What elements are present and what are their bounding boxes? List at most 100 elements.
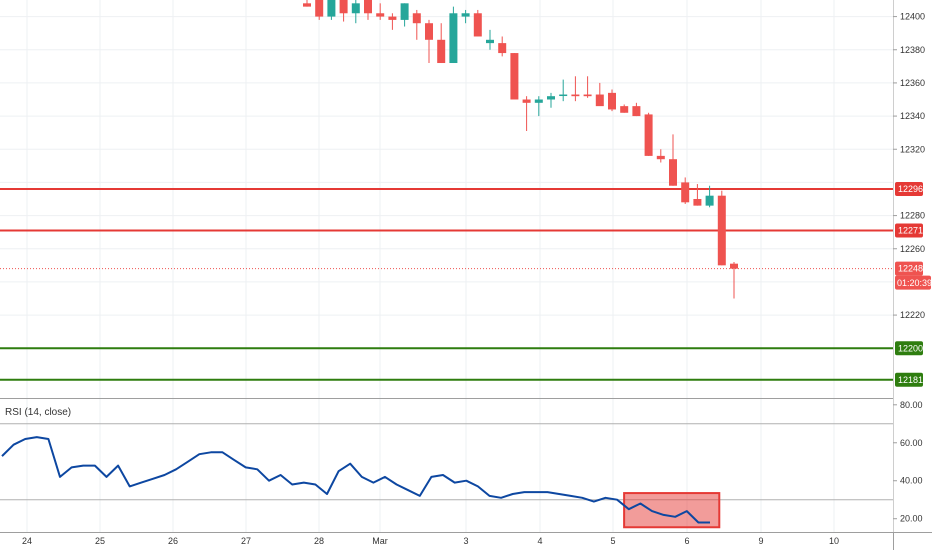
candle-body [351, 3, 360, 14]
candle-down [571, 76, 580, 102]
candle-body [461, 13, 470, 17]
countdown-badge-bg [895, 275, 931, 290]
rsi-line [1, 436, 710, 524]
candle-down [522, 96, 531, 132]
candle-body [547, 96, 555, 100]
candle-down [437, 23, 446, 64]
price-tick-label: 12380 [900, 45, 925, 55]
level-price-badge: 12296 [895, 182, 923, 197]
candle-body [583, 94, 592, 97]
rsi-title: RSI (14, close) [5, 407, 71, 418]
candle-body [595, 94, 604, 107]
candle-body [425, 23, 433, 40]
candle-body [693, 199, 702, 206]
badge-text: 12200 [898, 343, 923, 353]
candle-body [571, 94, 580, 97]
time-axis[interactable]: 24 25 26 27 28 Mar 3 4 5 6 9 10 [22, 536, 839, 546]
candle-body [315, 0, 324, 17]
rsi-pane[interactable]: RSI (14, close) 80.00 60.00 40.00 20.00 [0, 400, 923, 529]
candle-down [632, 102, 641, 117]
candle-body [498, 43, 507, 54]
candle-down [693, 184, 702, 206]
badge-bg [895, 223, 923, 238]
candle-up [486, 29, 494, 50]
candle-body [632, 106, 641, 117]
candle-body [656, 155, 665, 160]
badge-bg [895, 372, 923, 387]
rsi-tick-label: 60.00 [900, 438, 923, 448]
price-tick-label: 12320 [900, 144, 925, 154]
candle-up [400, 3, 409, 27]
candle-down [303, 0, 311, 7]
candle-body [559, 94, 568, 97]
level-price-badge: 12181 [895, 372, 923, 387]
candle-body [388, 16, 397, 20]
candle-body [400, 3, 409, 20]
badge-text: 12271 [898, 226, 923, 236]
candle-body [437, 39, 446, 64]
price-tick-label: 12280 [900, 211, 925, 221]
candle-down [510, 53, 519, 100]
candle-down [498, 36, 507, 57]
grid [0, 0, 893, 532]
candle-down [595, 82, 604, 107]
level-price-badge: 12271 [895, 223, 923, 238]
candle-body [473, 13, 482, 37]
badge-text: 12181 [898, 375, 923, 385]
candle-down [656, 149, 665, 163]
time-tick-label: 5 [610, 536, 615, 546]
rsi-highlight-box[interactable] [623, 492, 721, 529]
candlestick-series [303, 0, 738, 299]
badge-bg [895, 182, 923, 197]
candle-up [547, 92, 555, 108]
candle-down [388, 13, 397, 30]
time-tick-label: 10 [829, 536, 839, 546]
candle-body [303, 3, 311, 7]
time-tick-label: Mar [372, 536, 388, 546]
candle-up [449, 6, 458, 64]
candle-body [364, 0, 372, 14]
candle-down [364, 0, 372, 20]
candle-down [620, 104, 629, 113]
candle-down [717, 190, 726, 266]
candle-down [425, 19, 433, 64]
badge-bg [895, 261, 923, 276]
candle-down [376, 3, 385, 20]
badge-text: 12296 [898, 184, 923, 194]
time-tick-label: 3 [463, 536, 468, 546]
rsi-tick-label: 40.00 [900, 476, 923, 486]
candle-body [669, 159, 677, 186]
candle-body [681, 182, 690, 203]
candle-body [376, 13, 385, 17]
candle-body [327, 0, 336, 17]
time-tick-label: 26 [168, 536, 178, 546]
rsi-tick-label: 20.00 [900, 514, 923, 524]
candle-up [534, 96, 543, 117]
candle-body [412, 13, 421, 24]
time-tick-label: 24 [22, 536, 32, 546]
candle-down [644, 112, 653, 156]
price-tick-label: 12260 [900, 244, 925, 254]
candle-up [705, 185, 714, 208]
time-tick-label: 25 [95, 536, 105, 546]
candle-down [473, 9, 482, 37]
candle-body [510, 53, 519, 100]
last-price-badge: 12248 01:20:39 [895, 261, 932, 290]
candle-body [644, 114, 653, 156]
candle-body [608, 92, 616, 110]
candle-down [730, 262, 738, 299]
price-tick-label: 12340 [900, 111, 925, 121]
candle-down [608, 89, 616, 112]
price-tick-label: 12360 [900, 78, 925, 88]
candle-up [327, 0, 336, 20]
candle-body [730, 263, 738, 269]
candle-up [461, 9, 470, 24]
rsi-tick-label: 80.00 [900, 400, 923, 410]
badge-text: 12248 [898, 264, 923, 274]
candle-down [339, 0, 348, 22]
candle-down [412, 9, 421, 40]
candle-down [669, 134, 677, 186]
price-tick-label: 12220 [900, 310, 925, 320]
level-lines[interactable] [0, 188, 893, 381]
